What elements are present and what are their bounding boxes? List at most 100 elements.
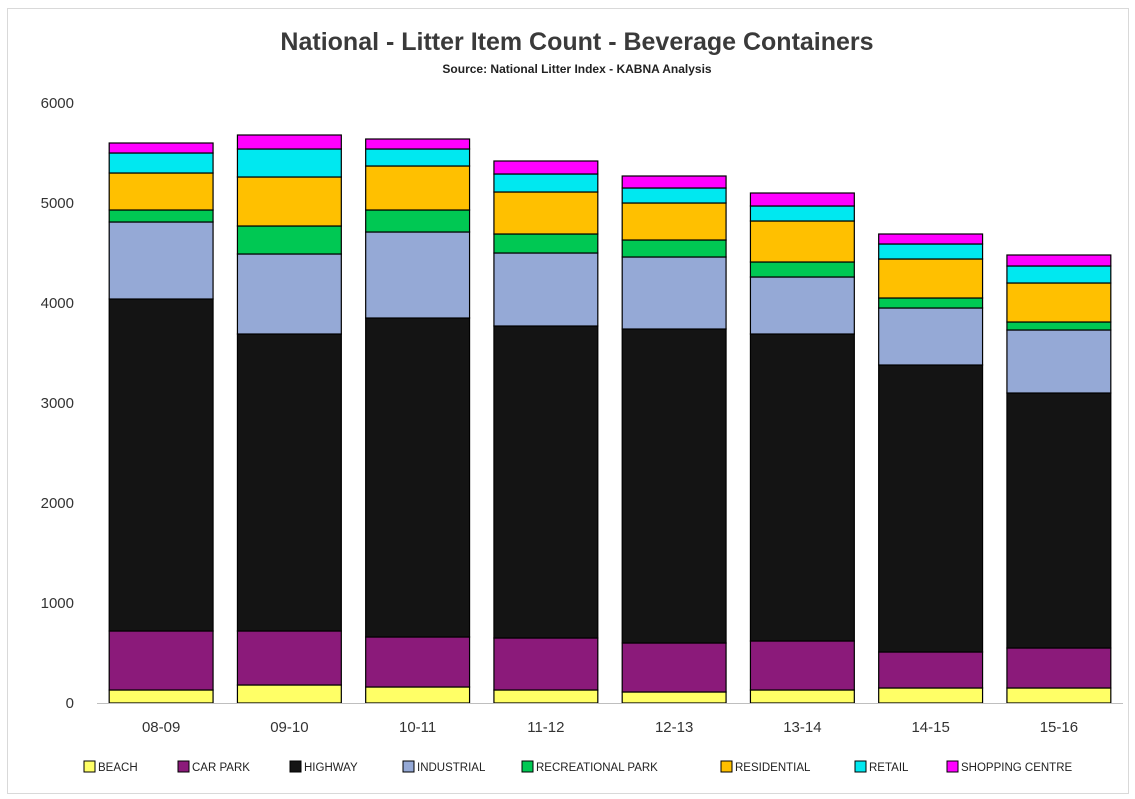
bar-segment — [749, 192, 855, 207]
x-tick-label: 12-13 — [655, 719, 693, 736]
bar-segment — [878, 364, 984, 653]
bar-segment — [1006, 647, 1112, 689]
bar-segment — [108, 209, 214, 223]
bar-segment — [749, 689, 855, 704]
chart-subtitle: Source: National Litter Index - KABNA An… — [442, 62, 711, 76]
bar-segment — [878, 243, 984, 260]
bar-segment — [108, 630, 214, 691]
legend-item: RETAIL — [854, 760, 909, 774]
bar-segment — [621, 202, 727, 241]
bar-segment — [749, 640, 855, 691]
legend-label: CAR PARK — [192, 762, 250, 774]
bar-segment — [365, 231, 471, 319]
bar-stack — [365, 138, 471, 704]
legend-label: BEACH — [98, 762, 138, 774]
bar-segment — [365, 138, 471, 150]
bar-segment — [108, 689, 214, 704]
bar-segment — [108, 298, 214, 632]
bar-segment — [493, 160, 599, 175]
x-tick-label: 10-11 — [399, 719, 436, 736]
legend-swatch — [720, 760, 733, 773]
x-tick-label: 11-12 — [527, 719, 564, 736]
bar-segment — [878, 233, 984, 245]
bar-segment — [365, 686, 471, 704]
bar-segment — [878, 258, 984, 299]
bar-segment — [236, 225, 342, 255]
bar-stack — [1006, 254, 1112, 704]
bar-stack — [236, 134, 342, 704]
bar-segment — [1006, 282, 1112, 323]
bar-stack — [749, 192, 855, 704]
bar-segment — [493, 191, 599, 235]
legend-swatch — [946, 760, 959, 773]
bar-segment — [621, 175, 727, 189]
bar-segment — [1006, 329, 1112, 394]
bar-segment — [493, 637, 599, 691]
legend-label: INDUSTRIAL — [417, 762, 486, 774]
bar-segment — [365, 636, 471, 688]
y-tick-label: 0 — [66, 695, 74, 712]
legend-swatch — [83, 760, 96, 773]
bar-segment — [878, 307, 984, 366]
bar-stack — [878, 233, 984, 704]
bar-segment — [236, 148, 342, 178]
bar-segment — [621, 187, 727, 204]
bar-segment — [365, 209, 471, 233]
bar-segment — [236, 134, 342, 150]
y-tick-label: 4000 — [41, 295, 74, 312]
bar-segment — [749, 276, 855, 335]
y-axis: 0 1000 2000 3000 4000 5000 6000 — [41, 95, 74, 712]
bar-segment — [236, 176, 342, 227]
legend-item: RECREATIONAL PARK — [521, 760, 658, 774]
bar-segment — [621, 239, 727, 258]
bar-segment — [108, 142, 214, 154]
bar-segment — [621, 256, 727, 330]
bar-segment — [1006, 687, 1112, 704]
legend-label: SHOPPING CENTRE — [961, 762, 1073, 774]
bar-segment — [749, 205, 855, 222]
x-tick-label: 15-16 — [1040, 719, 1078, 736]
x-tick-label: 09-10 — [270, 719, 308, 736]
bar-segment — [621, 328, 727, 644]
bar-segment — [878, 297, 984, 309]
x-tick-label: 14-15 — [911, 719, 949, 736]
y-tick-label: 6000 — [41, 95, 74, 112]
bar-segment — [621, 691, 727, 704]
bar-segment — [493, 252, 599, 327]
y-tick-label: 5000 — [41, 195, 74, 212]
legend-label: HIGHWAY — [304, 762, 358, 774]
bar-segment — [749, 333, 855, 642]
y-tick-label: 1000 — [41, 595, 74, 612]
legend-swatch — [402, 760, 415, 773]
bar-segment — [878, 651, 984, 689]
legend-swatch — [521, 760, 534, 773]
bar-segment — [365, 165, 471, 211]
bar-segment — [236, 333, 342, 632]
y-tick-label: 3000 — [41, 395, 74, 412]
bar-stack — [108, 142, 214, 704]
legend-swatch — [854, 760, 867, 773]
bar-segment — [878, 687, 984, 704]
legend-item: CAR PARK — [177, 760, 250, 774]
y-tick-label: 2000 — [41, 495, 74, 512]
bar-segment — [493, 173, 599, 193]
bar-segment — [236, 684, 342, 704]
bar-segment — [365, 148, 471, 167]
bar-segment — [365, 317, 471, 638]
bar-segment — [236, 253, 342, 335]
legend: BEACH CAR PARK HIGHWAY INDUSTRIAL RECREATION… — [83, 760, 1073, 774]
bar-segment — [749, 220, 855, 263]
bar-segment — [108, 172, 214, 211]
bar-segment — [1006, 265, 1112, 284]
x-tick-label: 13-14 — [783, 719, 821, 736]
bar-segment — [621, 642, 727, 693]
bar-segment — [1006, 321, 1112, 331]
legend-item: SHOPPING CENTRE — [946, 760, 1073, 774]
legend-item: BEACH — [83, 760, 138, 774]
legend-item: HIGHWAY — [289, 760, 358, 774]
legend-label: RECREATIONAL PARK — [536, 762, 658, 774]
bar-segment — [493, 689, 599, 704]
bar-segment — [108, 152, 214, 174]
chart-title: National - Litter Item Count - Beverage … — [280, 28, 873, 56]
bar-segment — [493, 325, 599, 639]
